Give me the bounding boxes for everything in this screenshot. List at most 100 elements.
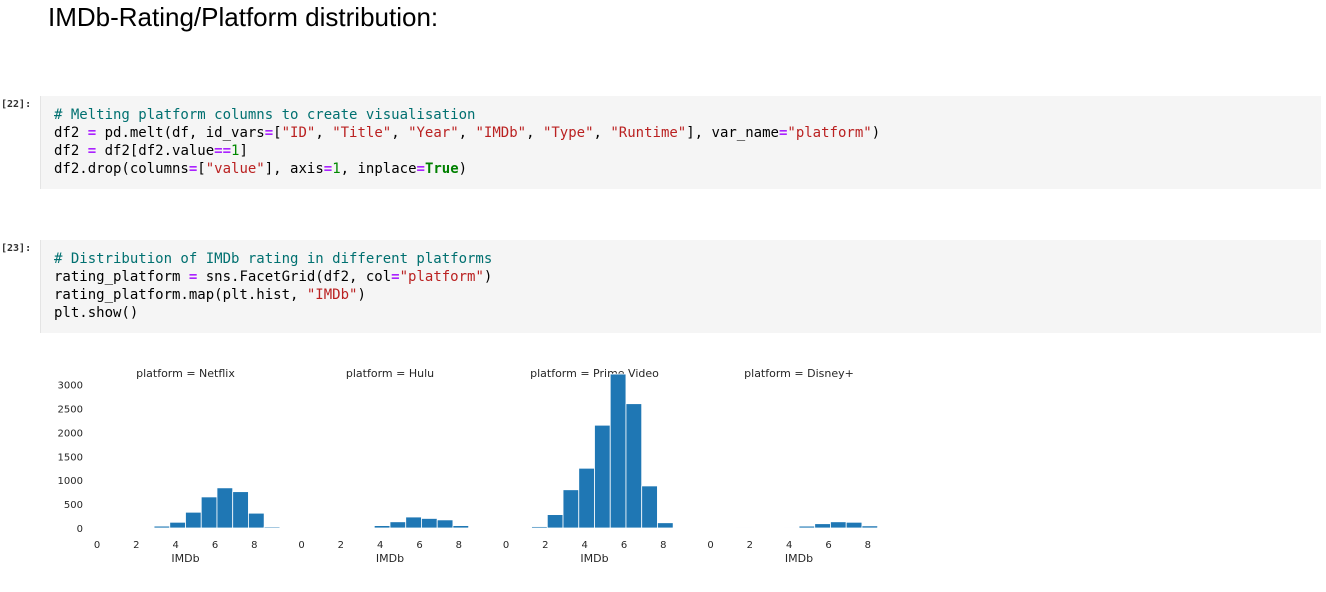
code-cell[interactable]: # Melting platform columns to create vis… bbox=[40, 96, 1321, 189]
x-tick-label: 8 bbox=[660, 540, 666, 551]
x-tick-label: 8 bbox=[251, 540, 257, 551]
code-line: # Distribution of IMDb rating in differe… bbox=[54, 251, 492, 267]
x-tick-label: 0 bbox=[94, 540, 100, 551]
code-token: = bbox=[778, 125, 788, 141]
histogram-bar bbox=[421, 518, 438, 529]
histogram-bar bbox=[436, 519, 454, 529]
code-token: plt.show() bbox=[54, 305, 139, 321]
histogram-bar bbox=[232, 491, 249, 529]
x-tick-label: 8 bbox=[865, 540, 871, 551]
code-token: "Title" bbox=[332, 125, 392, 141]
code-token: ] bbox=[239, 143, 248, 159]
code-line: df2.drop(columns=["value"], axis=1, inpl… bbox=[54, 161, 467, 177]
code-token: rating_platform.map(plt.hist, bbox=[54, 287, 307, 303]
code-token: , bbox=[593, 125, 611, 141]
code-token: True bbox=[424, 161, 459, 177]
histogram-bar bbox=[594, 424, 611, 529]
code-line: rating_platform.map(plt.hist, "IMDb") bbox=[54, 287, 366, 303]
y-tick-label: 1500 bbox=[58, 452, 83, 463]
x-tick-label: 2 bbox=[338, 540, 344, 551]
histogram-bar bbox=[641, 485, 658, 529]
code-token: df2 bbox=[54, 125, 88, 141]
code-token: , bbox=[526, 125, 543, 141]
x-tick-label: 4 bbox=[581, 540, 587, 551]
histogram-bar bbox=[609, 373, 627, 529]
code-line: rating_platform = sns.FacetGrid(df2, col… bbox=[54, 269, 492, 285]
code-token: 1 bbox=[332, 161, 341, 177]
code-token: = bbox=[188, 269, 198, 285]
cell-prompt: [23]: bbox=[1, 243, 32, 254]
code-token: [ bbox=[197, 161, 206, 177]
x-tick-label: 0 bbox=[298, 540, 304, 551]
code-token: "Year" bbox=[408, 125, 459, 141]
histogram-bar bbox=[248, 512, 265, 529]
x-tick-label: 4 bbox=[786, 540, 792, 551]
x-tick-label: 6 bbox=[621, 540, 627, 551]
x-tick-label: 6 bbox=[825, 540, 831, 551]
code-token: "value" bbox=[205, 161, 265, 177]
x-tick-label: 2 bbox=[747, 540, 753, 551]
code-token: ], var_name bbox=[686, 125, 779, 141]
facet-title: platform = Hulu bbox=[346, 367, 434, 380]
histogram-bar bbox=[861, 525, 879, 529]
histogram-bar bbox=[798, 525, 816, 529]
x-tick-label: 6 bbox=[212, 540, 218, 551]
code-token: # Melting platform columns to create vis… bbox=[54, 107, 476, 123]
code-token: df2.drop(columns bbox=[54, 161, 189, 177]
code-token: "IMDb" bbox=[306, 287, 358, 303]
x-tick-label: 0 bbox=[503, 540, 509, 551]
code-line: # Melting platform columns to create vis… bbox=[54, 107, 475, 123]
code-cell[interactable]: # Distribution of IMDb rating in differe… bbox=[40, 240, 1321, 333]
facet-title: platform = Netflix bbox=[136, 367, 235, 380]
x-tick-label: 0 bbox=[707, 540, 713, 551]
code-token: "Runtime" bbox=[610, 125, 687, 141]
code-token: , bbox=[315, 125, 333, 141]
y-tick-label: 0 bbox=[77, 524, 83, 535]
code-token: == bbox=[214, 143, 232, 159]
code-line: df2 = pd.melt(df, id_vars=["ID", "Title"… bbox=[54, 125, 880, 141]
x-axis-label: IMDb bbox=[785, 552, 813, 565]
code-token: = bbox=[323, 161, 333, 177]
code-token: sns.FacetGrid(df2, col bbox=[197, 269, 392, 285]
code-line: df2 = df2[df2.value==1] bbox=[54, 143, 248, 159]
code-token: df2[df2.value bbox=[96, 143, 215, 159]
code-token: , bbox=[458, 125, 476, 141]
x-tick-label: 6 bbox=[416, 540, 422, 551]
code-token: = bbox=[391, 269, 400, 285]
y-tick-label: 3000 bbox=[58, 381, 83, 392]
histogram-bar bbox=[578, 467, 595, 529]
histogram-bar bbox=[625, 403, 643, 529]
histogram-bar bbox=[814, 523, 831, 529]
code-token: ) bbox=[357, 287, 366, 303]
histogram-bar bbox=[562, 489, 580, 529]
code-token: "Type" bbox=[542, 125, 594, 141]
y-tick-label: 2500 bbox=[58, 404, 83, 415]
code-token: ) bbox=[871, 125, 881, 141]
histogram-bar bbox=[153, 525, 171, 529]
y-tick-label: 2000 bbox=[58, 428, 83, 439]
code-token: df2 bbox=[54, 143, 88, 159]
x-tick-label: 4 bbox=[172, 540, 178, 551]
code-token: pd.melt(df, id_vars bbox=[96, 125, 265, 141]
x-axis-label: IMDb bbox=[171, 552, 199, 565]
histogram-bar bbox=[137, 526, 155, 529]
histogram-bar bbox=[216, 487, 234, 529]
code-editor[interactable]: # Melting platform columns to create vis… bbox=[54, 106, 880, 178]
facet-title: platform = Prime Video bbox=[530, 367, 659, 380]
histogram-bar bbox=[373, 525, 391, 529]
code-token: ) bbox=[458, 161, 468, 177]
x-tick-label: 2 bbox=[133, 540, 139, 551]
histogram-bar bbox=[169, 521, 186, 529]
code-token: rating_platform bbox=[54, 269, 189, 285]
cell-prompt: [22]: bbox=[1, 99, 32, 110]
code-editor[interactable]: # Distribution of IMDb rating in differe… bbox=[54, 250, 492, 322]
code-token: , bbox=[391, 125, 409, 141]
code-token: "IMDb" bbox=[475, 125, 527, 141]
x-tick-label: 2 bbox=[542, 540, 548, 551]
code-token: # Distribution of IMDb rating in differe… bbox=[54, 251, 493, 267]
histogram-bar bbox=[358, 526, 375, 529]
y-tick-label: 500 bbox=[64, 500, 83, 511]
code-token: = bbox=[87, 143, 97, 159]
code-token: "ID" bbox=[281, 125, 316, 141]
y-tick-label: 1000 bbox=[58, 476, 83, 487]
